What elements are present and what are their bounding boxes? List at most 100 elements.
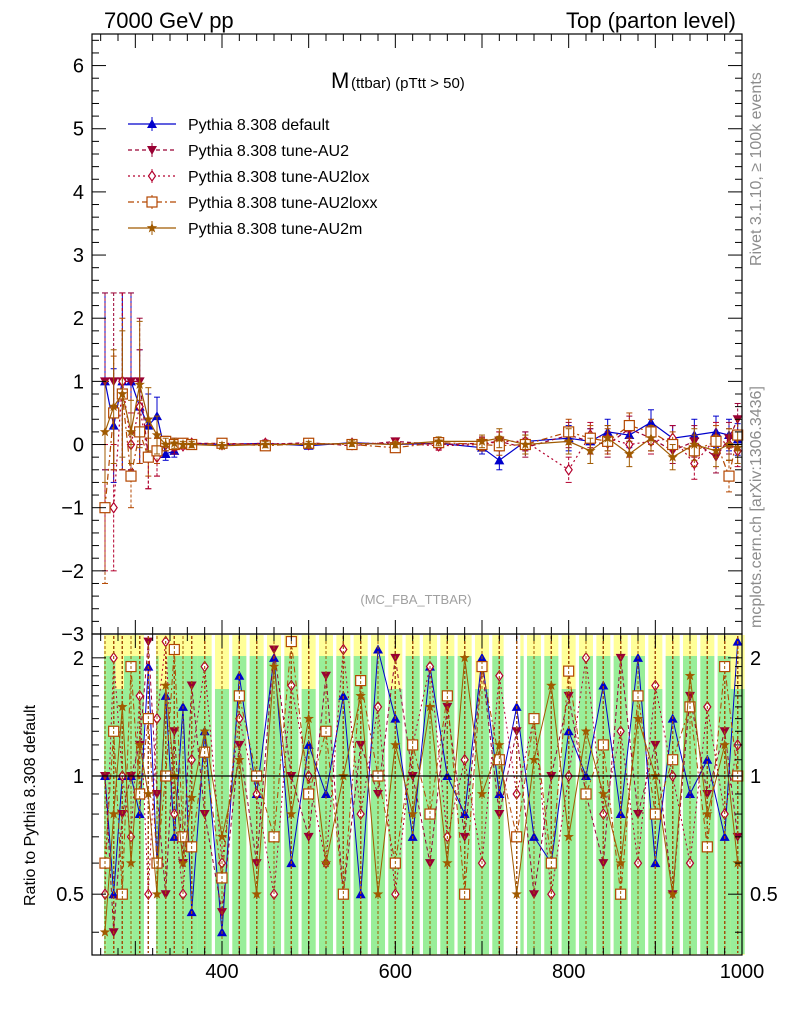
main-plot-marks — [99, 292, 744, 584]
data-point — [667, 451, 678, 462]
ratio-point — [269, 645, 279, 655]
ratio-point — [495, 669, 504, 682]
data-point — [143, 413, 154, 424]
ratio-point — [177, 857, 189, 868]
ratio-point — [424, 808, 436, 820]
data-point — [623, 419, 635, 432]
band-1sigma — [527, 656, 541, 954]
data-point — [303, 439, 314, 449]
ratio-point — [186, 792, 197, 803]
ratio-point — [187, 753, 196, 766]
band-1sigma — [184, 656, 199, 954]
band-1sigma — [457, 656, 472, 954]
ratio-x-tick-label: 800 — [552, 961, 585, 983]
data-point — [585, 445, 596, 456]
main-y-tick-label: −2 — [61, 561, 84, 583]
ratio-point — [320, 857, 332, 868]
main-series-5 — [99, 320, 743, 483]
ratio-point — [355, 690, 366, 701]
ratio-y-tick-label-left: 2 — [73, 648, 84, 670]
header-process-label: Top (parton level) — [566, 8, 736, 33]
ratio-point — [303, 713, 314, 724]
ratio-point — [199, 725, 210, 736]
ratio-x-tick-label: 400 — [205, 961, 238, 983]
header-collision-label: 7000 GeV pp — [104, 8, 234, 33]
legend-marker — [147, 119, 157, 128]
data-point — [520, 439, 531, 449]
data-point — [126, 377, 136, 387]
main-plot-subtitle: (ttbar) (pTtt > 50) — [351, 75, 465, 92]
ratio-point — [547, 888, 556, 901]
main-series-line — [104, 384, 738, 458]
ratio-y-tick-label-right: 2 — [750, 648, 761, 670]
ratio-point — [720, 808, 729, 821]
axis-ticks — [92, 34, 743, 955]
main-series-line — [104, 380, 738, 462]
ratio-point — [580, 725, 592, 736]
data-point — [390, 439, 401, 449]
data-point — [134, 379, 145, 389]
ratio-point — [178, 888, 188, 901]
ratio-point — [407, 739, 419, 751]
data-point — [125, 426, 137, 437]
ratio-point — [459, 652, 470, 663]
ratio-point — [476, 788, 488, 799]
legend-marker — [146, 222, 158, 233]
ratio-point — [287, 679, 296, 692]
ratio-point — [598, 788, 609, 799]
data-point — [151, 429, 163, 440]
band-1sigma — [579, 656, 593, 954]
ratio-point — [494, 739, 505, 750]
ratio-point — [356, 808, 365, 821]
band-1sigma — [319, 656, 333, 954]
ratio-point — [441, 690, 453, 702]
main-y-tick-label: 1 — [73, 371, 84, 393]
main-y-tick-label: −1 — [61, 498, 84, 520]
ratio-point — [170, 808, 179, 821]
ratio-point — [234, 740, 245, 750]
data-point — [645, 432, 657, 443]
data-point — [125, 470, 137, 482]
band-1sigma — [371, 656, 385, 954]
ratio-point — [372, 888, 384, 899]
main-y-tick-label: 3 — [73, 245, 84, 267]
data-point — [99, 426, 111, 437]
ratio-point — [268, 661, 280, 672]
ratio-point — [269, 888, 279, 901]
ratio-point — [615, 888, 627, 900]
ratio-point — [160, 680, 171, 690]
legend-marker — [147, 169, 157, 183]
ratio-point — [732, 857, 743, 868]
data-point — [690, 457, 699, 470]
ratio-point — [494, 810, 505, 820]
ratio-point — [649, 808, 661, 820]
data-point — [710, 445, 722, 456]
ratio-point — [134, 739, 145, 750]
band-1sigma — [683, 656, 697, 954]
ratio-point — [337, 888, 349, 900]
ratio-point — [460, 753, 469, 766]
main-series-line — [104, 391, 739, 508]
data-point — [476, 435, 488, 446]
main-y-tick-label: 2 — [73, 308, 84, 330]
ratio-point — [632, 690, 644, 702]
ratio-point — [117, 810, 128, 820]
ratio-point — [391, 888, 400, 901]
data-point — [108, 401, 119, 412]
legend-entry-5: Pythia 8.308 tune-AU2m — [128, 221, 362, 238]
legend-marker — [147, 146, 157, 155]
legend-entry-1: Pythia 8.308 default — [128, 117, 330, 134]
axis-labels: −3 −2 −1 0 1 2 3 4 5 6 400 600 800 1000 0.5 0.5 1 1 2 2 — [56, 56, 778, 983]
ratio-point — [563, 726, 574, 736]
ratio-point — [529, 890, 539, 900]
data-point — [494, 455, 505, 465]
data-point — [160, 439, 171, 449]
ratio-point — [633, 810, 643, 820]
legend-label: Pythia 8.308 tune-AU2 — [188, 143, 349, 160]
ratio-point — [599, 808, 608, 821]
ratio-point — [355, 740, 366, 750]
band-gap — [92, 634, 104, 955]
band-1sigma — [544, 656, 559, 954]
ratio-point — [598, 680, 609, 690]
